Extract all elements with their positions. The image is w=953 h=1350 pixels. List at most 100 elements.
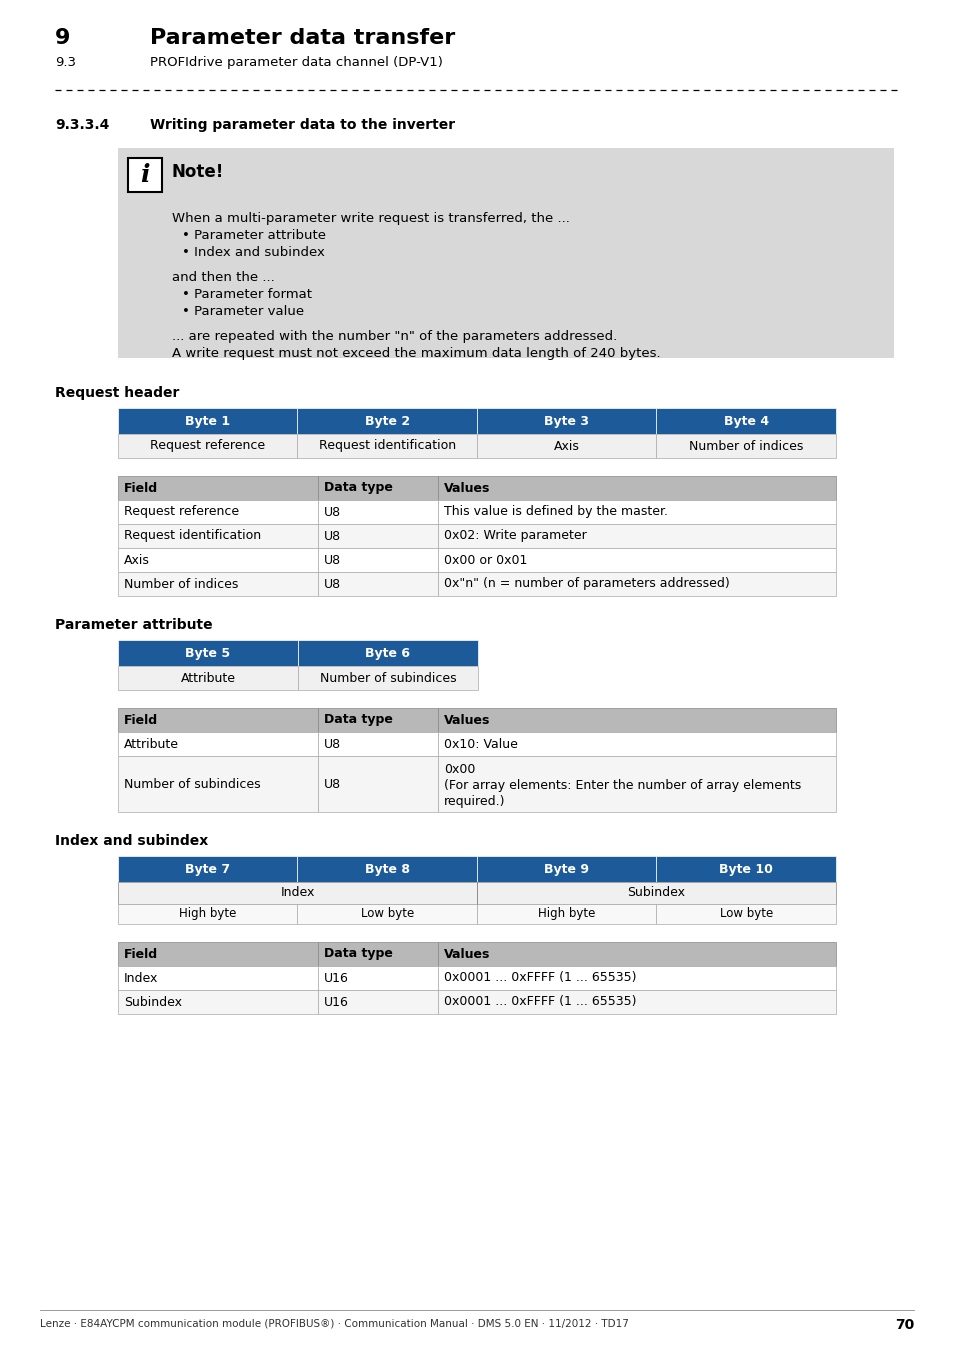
Text: • Index and subindex: • Index and subindex <box>182 246 325 259</box>
Text: Index and subindex: Index and subindex <box>55 834 208 848</box>
Bar <box>437 477 835 500</box>
Text: Byte 1: Byte 1 <box>185 414 230 428</box>
Bar <box>317 732 437 756</box>
Text: (For array elements: Enter the number of array elements: (For array elements: Enter the number of… <box>443 779 801 792</box>
Text: Byte 6: Byte 6 <box>365 647 410 660</box>
Bar <box>118 572 317 595</box>
Text: Field: Field <box>124 948 158 960</box>
Text: Parameter data transfer: Parameter data transfer <box>150 28 455 49</box>
Text: Axis: Axis <box>554 440 579 452</box>
Text: Byte 2: Byte 2 <box>364 414 410 428</box>
Text: Writing parameter data to the inverter: Writing parameter data to the inverter <box>150 117 455 132</box>
Bar <box>118 548 317 572</box>
Text: Number of subindices: Number of subindices <box>319 671 456 684</box>
Text: Field: Field <box>124 714 158 726</box>
Text: 9.3: 9.3 <box>55 55 76 69</box>
Text: Data type: Data type <box>324 482 393 494</box>
Text: Byte 9: Byte 9 <box>543 863 589 876</box>
Bar <box>317 572 437 595</box>
Text: Request header: Request header <box>55 386 179 400</box>
Bar <box>118 707 317 732</box>
Bar <box>118 990 317 1014</box>
Text: U8: U8 <box>324 529 341 543</box>
Bar <box>476 904 656 923</box>
Text: i: i <box>140 163 150 188</box>
Text: When a multi-parameter write request is transferred, the ...: When a multi-parameter write request is … <box>172 212 569 225</box>
Text: U8: U8 <box>324 778 341 791</box>
Text: Data type: Data type <box>324 948 393 960</box>
Bar <box>656 904 835 923</box>
Text: Values: Values <box>443 714 490 726</box>
Text: Values: Values <box>443 948 490 960</box>
Text: 9.3.3.4: 9.3.3.4 <box>55 117 110 132</box>
Text: Data type: Data type <box>324 714 393 726</box>
Text: Index: Index <box>280 887 314 899</box>
Text: 0x"n" (n = number of parameters addressed): 0x"n" (n = number of parameters addresse… <box>443 578 729 590</box>
Bar <box>128 158 162 192</box>
Bar <box>317 524 437 548</box>
Text: Byte 3: Byte 3 <box>543 414 589 428</box>
Text: A write request must not exceed the maximum data length of 240 bytes.: A write request must not exceed the maxi… <box>172 347 659 360</box>
Text: Attribute: Attribute <box>180 671 235 684</box>
Text: Byte 10: Byte 10 <box>719 863 772 876</box>
Bar <box>118 904 297 923</box>
Bar <box>437 707 835 732</box>
Text: U8: U8 <box>324 737 341 751</box>
Bar <box>118 640 297 666</box>
Text: 0x00: 0x00 <box>443 763 475 776</box>
Bar <box>118 856 297 882</box>
Bar <box>317 548 437 572</box>
Text: • Parameter attribute: • Parameter attribute <box>182 230 326 242</box>
Text: Note!: Note! <box>172 163 224 181</box>
Bar <box>118 666 297 690</box>
Bar <box>476 433 656 458</box>
Text: Request identification: Request identification <box>124 529 261 543</box>
Text: ... are repeated with the number "n" of the parameters addressed.: ... are repeated with the number "n" of … <box>172 329 617 343</box>
Bar <box>317 477 437 500</box>
Bar <box>297 640 477 666</box>
Text: Low byte: Low byte <box>719 907 772 921</box>
Text: Index: Index <box>124 972 158 984</box>
Bar <box>317 756 437 811</box>
Bar <box>656 433 835 458</box>
Text: U16: U16 <box>324 995 349 1008</box>
Bar <box>437 967 835 990</box>
Bar <box>118 732 317 756</box>
Bar <box>656 408 835 433</box>
Text: U16: U16 <box>324 972 349 984</box>
Bar <box>297 904 476 923</box>
Text: Byte 5: Byte 5 <box>185 647 231 660</box>
Bar <box>118 477 317 500</box>
Bar <box>437 524 835 548</box>
Bar <box>118 433 297 458</box>
Bar <box>317 707 437 732</box>
Bar <box>118 148 893 358</box>
Bar <box>118 524 317 548</box>
Text: This value is defined by the master.: This value is defined by the master. <box>443 505 667 518</box>
Text: 70: 70 <box>894 1318 913 1332</box>
Bar <box>118 756 317 811</box>
Bar <box>437 732 835 756</box>
Text: Byte 4: Byte 4 <box>723 414 768 428</box>
Text: 0x10: Value: 0x10: Value <box>443 737 517 751</box>
Text: 0x02: Write parameter: 0x02: Write parameter <box>443 529 586 543</box>
Text: 9: 9 <box>55 28 71 49</box>
Bar <box>118 408 297 433</box>
Text: Number of indices: Number of indices <box>688 440 802 452</box>
Bar <box>317 990 437 1014</box>
Bar <box>297 408 476 433</box>
Bar <box>297 433 476 458</box>
Bar <box>118 500 317 524</box>
Bar <box>476 882 835 905</box>
Bar <box>437 500 835 524</box>
Bar <box>317 967 437 990</box>
Text: Request reference: Request reference <box>124 505 239 518</box>
Text: Number of subindices: Number of subindices <box>124 778 260 791</box>
Bar <box>476 856 656 882</box>
Bar <box>437 548 835 572</box>
Text: • Parameter value: • Parameter value <box>182 305 304 319</box>
Text: 0x0001 ... 0xFFFF (1 ... 65535): 0x0001 ... 0xFFFF (1 ... 65535) <box>443 972 636 984</box>
Text: Byte 7: Byte 7 <box>185 863 230 876</box>
Text: Attribute: Attribute <box>124 737 179 751</box>
Bar <box>476 408 656 433</box>
